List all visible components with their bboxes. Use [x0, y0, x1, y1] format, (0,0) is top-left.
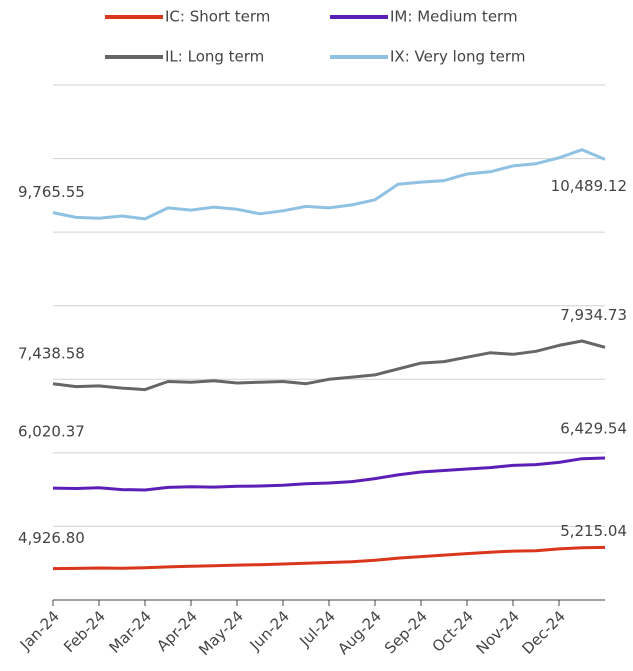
x-tick-label: Oct-24 [429, 607, 477, 655]
series-line [52, 339, 606, 392]
legend-label: IX: Very long term [390, 48, 525, 66]
data-label: 6,429.54 [560, 420, 627, 438]
x-tick-label: May-24 [195, 607, 247, 659]
data-label: 5,215.04 [560, 522, 627, 540]
legend-label: IC: Short term [165, 8, 270, 26]
x-tick-label: Jun-24 [246, 607, 293, 654]
data-label: 6,020.37 [18, 423, 85, 441]
data-label: 7,934.73 [560, 306, 627, 324]
data-label: 9,765.55 [18, 183, 85, 201]
data-label: 10,489.12 [551, 177, 627, 195]
x-tick-label: Dec-24 [518, 607, 569, 658]
x-tick-label: Mar-24 [106, 607, 155, 656]
legend-label: IM: Medium term [390, 8, 518, 26]
series-line [52, 148, 606, 221]
data-label: 7,438.58 [18, 344, 85, 362]
x-tick-label: Jan-24 [16, 607, 63, 654]
series-line [52, 545, 606, 571]
x-tick-label: Aug-24 [334, 607, 385, 658]
x-tick-label: Nov-24 [473, 607, 523, 657]
legend-label: IL: Long term [165, 48, 264, 66]
x-tick-label: Sep-24 [381, 607, 431, 657]
x-tick-label: Feb-24 [60, 607, 109, 656]
x-tick-label: Apr-24 [153, 607, 201, 655]
series-line [52, 456, 606, 492]
x-tick-label: Jul-24 [295, 607, 339, 651]
data-label: 4,926.80 [18, 529, 85, 547]
